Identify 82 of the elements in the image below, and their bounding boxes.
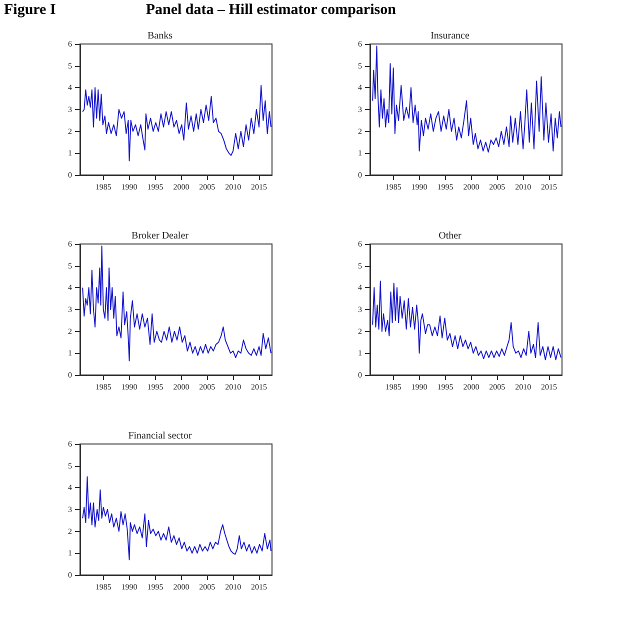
line-series: [82, 246, 272, 362]
x-tick-label: 2010: [225, 582, 242, 592]
x-tick-label: 1995: [147, 582, 164, 592]
line-series: [82, 476, 272, 560]
y-tick-label: 3: [68, 105, 72, 114]
y-tick-label: 0: [358, 170, 362, 180]
x-tick-label: 1990: [411, 182, 428, 192]
x-tick-label: 2010: [225, 182, 242, 192]
x-tick-label: 1985: [95, 582, 112, 592]
text: Panel data – Hill estimator comparison: [146, 2, 396, 19]
x-tick-label: 2010: [515, 382, 532, 392]
y-tick-label: 0: [358, 370, 362, 380]
y-tick-label: 6: [68, 440, 72, 448]
x-tick-label: 2015: [541, 182, 558, 192]
y-tick-label: 0: [68, 570, 72, 580]
x-tick-label: 2000: [173, 382, 190, 392]
x-tick-label: 2005: [199, 382, 216, 392]
y-tick-label: 4: [358, 283, 362, 292]
chart-title: Other: [438, 230, 462, 242]
x-tick-label: 1990: [121, 582, 138, 592]
y-tick-label: 2: [68, 126, 72, 136]
x-tick-label: 2010: [225, 382, 242, 392]
y-tick-label: 6: [358, 240, 362, 248]
y-tick-label: 6: [68, 240, 72, 248]
y-tick-label: 0: [68, 370, 72, 380]
text: Figure I: [4, 2, 56, 19]
chart-title: Broker Dealer: [132, 230, 190, 242]
y-tick-label: 2: [68, 526, 72, 536]
y-tick-label: 1: [68, 348, 72, 358]
y-tick-label: 0: [68, 170, 72, 180]
x-tick-label: 1985: [95, 182, 112, 192]
x-tick-label: 1995: [437, 182, 454, 192]
y-tick-label: 4: [68, 483, 72, 492]
y-tick-label: 5: [358, 61, 362, 70]
x-tick-label: 2015: [251, 582, 268, 592]
x-tick-label: 2000: [463, 382, 480, 392]
x-tick-label: 2005: [489, 382, 506, 392]
x-tick-label: 1995: [147, 382, 164, 392]
x-tick-label: 2010: [515, 182, 532, 192]
x-tick-label: 1985: [95, 382, 112, 392]
y-tick-label: 3: [358, 305, 362, 314]
x-tick-label: 2005: [199, 582, 216, 592]
y-tick-label: 3: [68, 505, 72, 514]
y-tick-label: 2: [358, 126, 362, 136]
y-tick-label: 4: [358, 83, 362, 92]
x-tick-label: 2015: [541, 382, 558, 392]
y-tick-label: 1: [68, 548, 72, 558]
y-tick-label: 5: [68, 261, 72, 270]
y-tick-label: 5: [68, 61, 72, 70]
y-tick-label: 1: [358, 348, 362, 358]
x-tick-label: 2015: [251, 382, 268, 392]
y-tick-label: 4: [68, 283, 72, 292]
line-series: [372, 280, 562, 360]
chart-title: Insurance: [430, 30, 470, 42]
x-tick-label: 2015: [251, 182, 268, 192]
y-tick-label: 6: [68, 40, 72, 48]
chart-title: Banks: [148, 30, 173, 42]
y-tick-label: 5: [358, 261, 362, 270]
x-tick-label: 2005: [489, 182, 506, 192]
x-tick-label: 2005: [199, 182, 216, 192]
y-tick-label: 3: [358, 105, 362, 114]
x-tick-label: 1995: [437, 382, 454, 392]
x-tick-label: 1990: [411, 382, 428, 392]
x-tick-label: 2000: [173, 182, 190, 192]
x-tick-label: 2000: [173, 582, 190, 592]
y-tick-label: 6: [358, 40, 362, 48]
chart-title: Financial sector: [128, 430, 192, 442]
x-tick-label: 1985: [385, 182, 402, 192]
x-tick-label: 1990: [121, 182, 138, 192]
y-tick-label: 5: [68, 461, 72, 470]
x-tick-label: 2000: [463, 182, 480, 192]
x-tick-label: 1995: [147, 182, 164, 192]
x-tick-label: 1985: [385, 382, 402, 392]
y-tick-label: 1: [358, 148, 362, 158]
x-tick-label: 1990: [121, 382, 138, 392]
y-tick-label: 3: [68, 305, 72, 314]
line-series: [82, 84, 272, 162]
y-tick-label: 1: [68, 148, 72, 158]
y-tick-label: 4: [68, 83, 72, 92]
y-tick-label: 2: [68, 326, 72, 336]
line-series: [372, 46, 562, 153]
y-tick-label: 2: [358, 326, 362, 336]
